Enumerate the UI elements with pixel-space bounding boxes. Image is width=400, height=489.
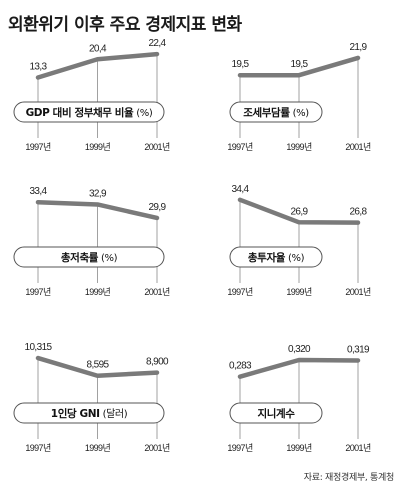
tick-label: 1999년 [286,287,312,297]
series-name: GDP 대비 정부채무 비율 (%) [26,106,153,119]
tick-label: 2001년 [144,443,170,453]
data-label: 32,9 [89,188,107,199]
series-name: 1인당 GNI (달러) [51,407,128,420]
data-label: 26,8 [349,207,367,218]
series-name-pill [229,246,323,268]
chart-panel-2: 19,5 19,5 21,9 조세부담률 (%) 1997년 1999년 2001년 [227,42,371,152]
tick-label: 1997년 [25,287,51,297]
series-line [35,199,160,221]
series-name-pill [13,246,165,268]
tick-label: 1997년 [25,142,51,152]
series-name: 총투자율 (%) [248,251,305,264]
series-line [237,357,361,379]
data-label: 29,9 [148,202,166,213]
data-label: 13,3 [29,62,47,73]
data-label: 8,900 [146,357,169,368]
tick-label: 1997년 [25,443,51,453]
tick-label: 1997년 [227,142,253,152]
tick-label: 2001년 [144,287,170,297]
tick-label: 1999년 [85,443,111,453]
series-name-pill [13,402,165,424]
data-label: 20,4 [89,43,107,54]
data-label: 33,4 [29,186,47,197]
series-name-pill [229,402,323,424]
series-name: 지니계수 [257,407,295,420]
tick-label: 1999년 [85,142,111,152]
tick-label: 1999년 [286,443,312,453]
chart-panel-3: 33,4 32,9 29,9 총저축률 (%) 1997년 1999년 2001년 [13,186,171,297]
tick-label: 2001년 [345,142,371,152]
tick-label: 2001년 [345,443,371,453]
series-line [237,197,361,225]
series-name-pill [13,101,165,123]
data-label: 19,5 [290,59,308,70]
tick-label: 2001년 [144,142,170,152]
tick-label: 1999년 [286,142,312,152]
data-label: 0,320 [288,344,311,355]
data-label: 22,4 [148,38,166,49]
source-note: 자료: 재정경제부, 통계청 [303,473,395,483]
chart-panel-4: 34,4 26,9 26,8 총투자율 (%) 1997년 1999년 2001년 [227,184,371,297]
tick-label: 1997년 [227,443,253,453]
data-label: 0,283 [229,361,252,372]
series-name: 조세부담률 (%) [243,106,309,119]
series-name-pill [229,101,323,123]
chart-panel-6: 0,283 0,320 0,319 지니계수 1997년 1999년 2001년 [227,344,371,453]
data-label: 21,9 [349,42,367,53]
data-label: 19,5 [231,59,249,70]
chart-panel-5: 10,315 8,595 8,900 1인당 GNI (달러) 1997년 1999년 200… [13,342,171,453]
data-label: 10,315 [25,342,53,353]
data-label: 8,595 [86,360,109,371]
series-name: 총저축률 (%) [61,251,118,264]
data-label: 34,4 [231,184,249,195]
series-line [237,55,361,78]
tick-label: 1999년 [85,287,111,297]
tick-label: 2001년 [345,287,371,297]
tick-label: 1997년 [227,287,253,297]
page-title: 외환위기 이후 주요 경제지표 변화 [8,15,242,35]
data-label: 0,319 [347,344,370,355]
data-label: 26,9 [290,206,308,217]
series-line [35,355,160,378]
chart-panel-1: 13,3 20,4 22,4 GDP 대비 정부채무 비율 (%) 1997년 1999년 2… [13,38,171,152]
series-line [35,51,160,80]
